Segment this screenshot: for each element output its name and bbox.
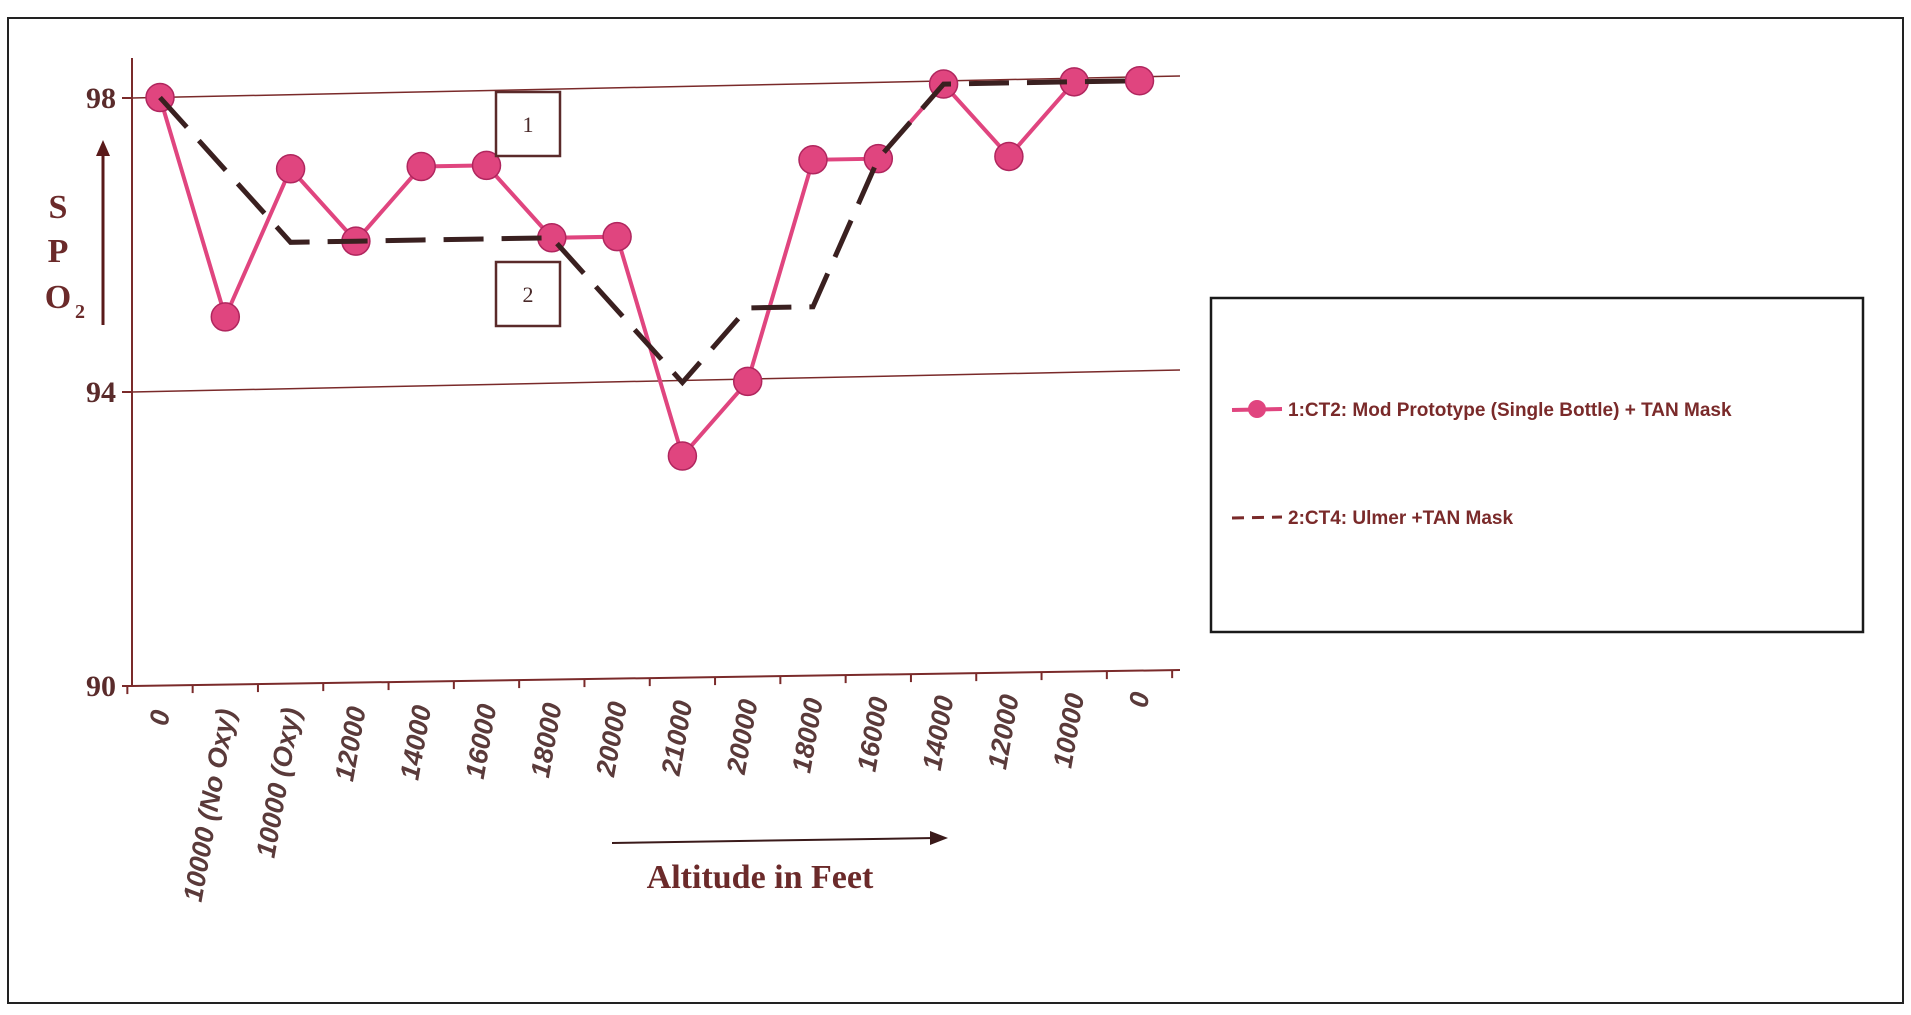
x-tick-label: 20000	[590, 699, 633, 779]
series-1-point	[275, 154, 306, 184]
x-axis-arrow-head	[930, 831, 948, 845]
x-tick-label: 10000 (No Oxy)	[178, 707, 241, 904]
x-tick-label: 10000 (Oxy)	[251, 705, 307, 860]
annotation-box-1	[494, 90, 562, 158]
y-tick-label: 98	[86, 82, 116, 115]
series-1-point	[1124, 65, 1155, 96]
y-axis-title-letter: O	[45, 279, 71, 316]
x-tick-label: 18000	[786, 696, 829, 775]
y-axis-title-letter: P	[48, 233, 69, 270]
x-tick-label: 16000	[852, 695, 895, 774]
gridline-94	[131, 369, 1181, 393]
x-tick-label: 16000	[460, 702, 503, 781]
x-tick-label: 21000	[656, 698, 699, 778]
x-tick-label: 14000	[917, 693, 960, 772]
annotation-box-2	[494, 260, 562, 328]
legend-swatch-2-line	[1231, 515, 1283, 520]
gridline-98	[131, 75, 1181, 99]
y-axis-title-letter: S	[49, 189, 68, 226]
annotation-label-2: 2	[523, 282, 534, 307]
y-tick-label: 90	[86, 670, 116, 703]
series-1-point	[994, 141, 1024, 172]
x-tick-label: 10000	[1048, 691, 1091, 770]
x-tick-label: 12000	[329, 704, 372, 783]
series-1-point	[732, 366, 763, 397]
series-1-point	[667, 441, 698, 471]
legend-box	[1209, 296, 1865, 634]
series-1-point	[602, 221, 632, 252]
annotation-layer: 12	[494, 90, 562, 328]
series-line-2	[158, 78, 1140, 387]
x-axis-title: Altitude in Feet	[647, 859, 874, 896]
x-tick-label: 20000	[721, 697, 764, 777]
axis-layer	[96, 58, 1181, 845]
series-1-point	[210, 302, 241, 332]
x-axis-arrow-line	[611, 837, 936, 844]
legend-label-2: 2:CT4: Ulmer +TAN Mask	[1288, 508, 1514, 529]
x-tick-label: 12000	[982, 692, 1025, 771]
series-1-point	[471, 150, 502, 181]
x-tick-label: 0	[144, 708, 176, 728]
series-1-point	[798, 145, 828, 175]
x-tick-label: 18000	[525, 701, 568, 780]
chart-frame	[7, 17, 1904, 1004]
x-tick-label: 14000	[395, 703, 438, 782]
grid-layer	[131, 75, 1181, 393]
series-layer	[145, 65, 1155, 471]
annotation-label-1: 1	[523, 112, 534, 137]
y-axis-title-subscript: 2	[75, 301, 85, 323]
series-1-point	[406, 151, 436, 182]
y-tick-label: 94	[86, 376, 116, 409]
legend-swatch-1-marker	[1248, 400, 1266, 418]
x-axis-line	[131, 669, 1181, 687]
legend-label-1: 1:CT2: Mod Prototype (Single Bottle) + T…	[1288, 400, 1732, 421]
y-axis-arrow-head	[96, 140, 110, 156]
legend: 1:CT2: Mod Prototype (Single Bottle) + T…	[1209, 296, 1865, 634]
x-tick-label: 0	[1123, 690, 1155, 710]
series-line-1	[158, 78, 1140, 461]
